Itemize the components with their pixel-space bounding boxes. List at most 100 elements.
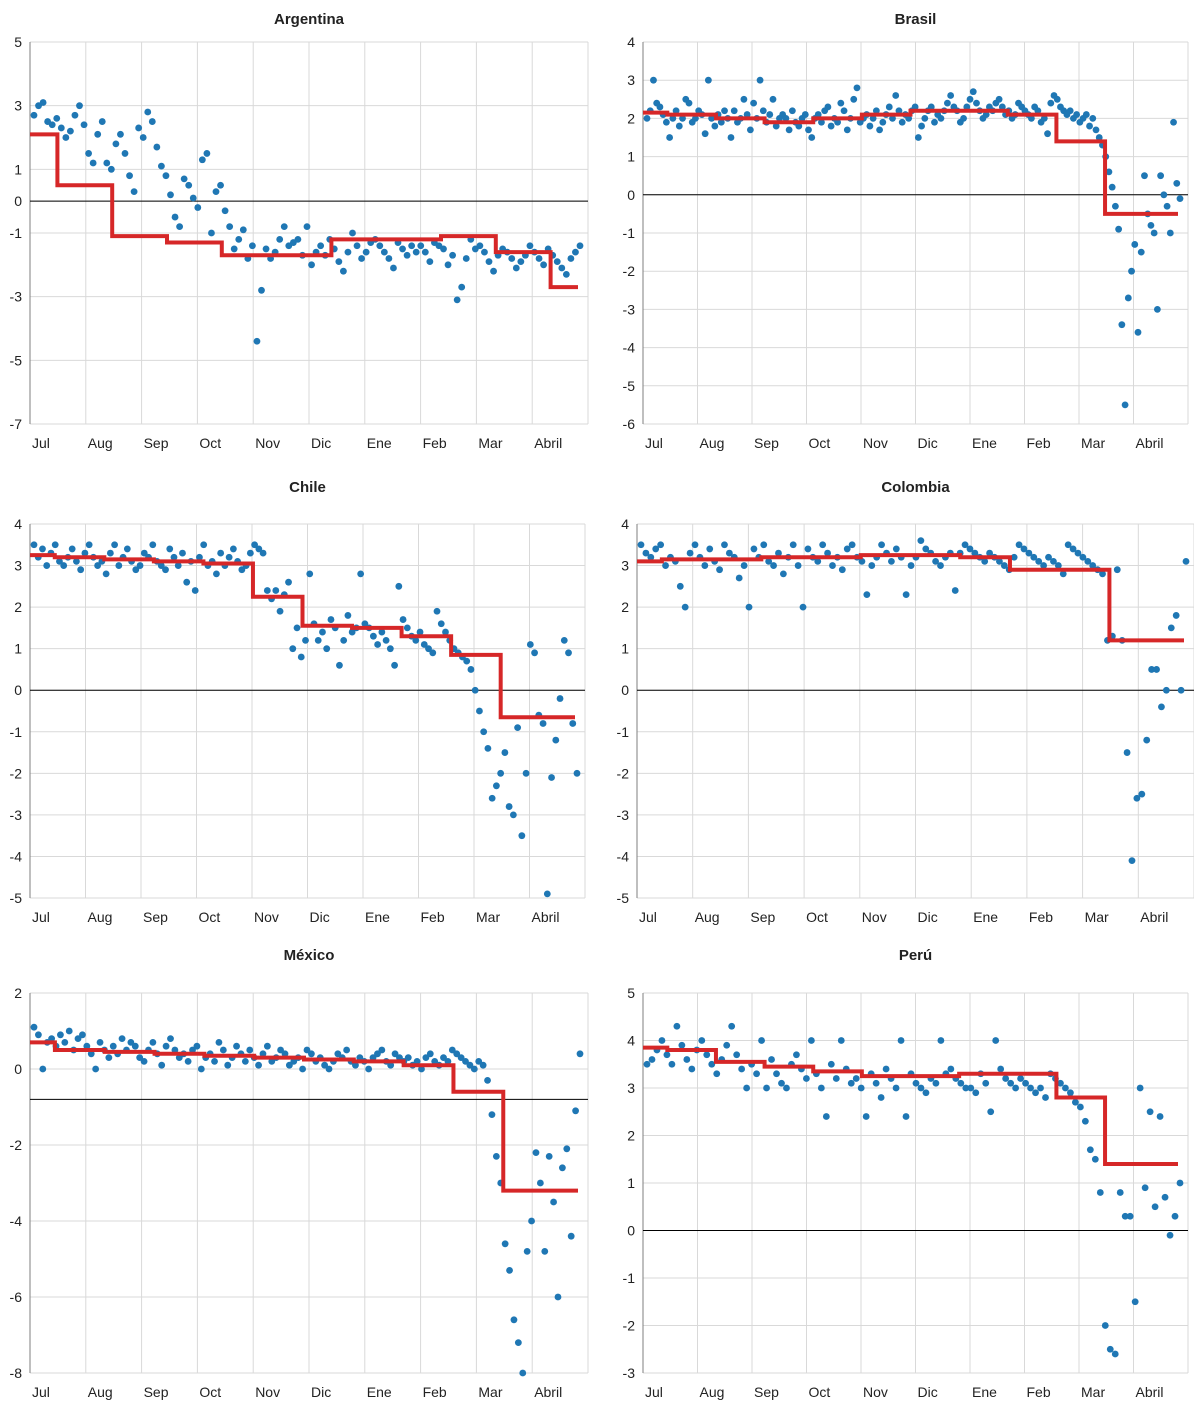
data-point — [306, 570, 314, 578]
data-point — [194, 204, 202, 211]
data-point — [518, 832, 526, 840]
data-point — [704, 76, 712, 84]
data-point — [76, 102, 83, 110]
x-tick-label: Nov — [255, 435, 280, 451]
data-point — [1161, 1193, 1169, 1201]
data-point — [462, 255, 470, 262]
data-point — [572, 248, 579, 256]
y-tick-label: -4 — [10, 1213, 23, 1229]
data-point — [408, 242, 416, 250]
data-point — [422, 1054, 430, 1061]
data-point — [1045, 553, 1052, 561]
data-point — [485, 258, 493, 266]
data-point — [302, 636, 309, 644]
data-point — [509, 811, 517, 819]
data-point — [348, 628, 356, 636]
data-point — [74, 1035, 82, 1042]
data-point — [1162, 686, 1170, 694]
data-point — [39, 99, 47, 106]
data-point — [259, 549, 267, 557]
y-tick-label: 3 — [627, 72, 635, 88]
data-point — [721, 541, 728, 549]
data-point — [673, 1022, 681, 1030]
x-tick-label: Mar — [476, 909, 500, 925]
step-line — [637, 553, 1184, 643]
data-point — [179, 549, 186, 557]
data-point — [1141, 172, 1148, 180]
data-point — [907, 562, 915, 569]
x-tick-label: Nov — [862, 909, 887, 925]
data-point — [135, 124, 143, 132]
data-point — [197, 1065, 205, 1073]
data-point — [403, 624, 411, 632]
data-point — [1134, 328, 1142, 336]
data-point — [869, 115, 877, 122]
x-tick-label: Oct — [806, 909, 828, 925]
y-tick-label: 2 — [14, 985, 22, 1001]
x-tick-label: Jul — [645, 1384, 663, 1400]
data-point — [807, 1037, 815, 1044]
data-point — [971, 549, 979, 557]
data-point — [897, 1037, 905, 1044]
x-tick-label: Sep — [750, 909, 775, 925]
data-point — [68, 545, 76, 553]
data-point — [1151, 1203, 1159, 1211]
y-tick-label: 4 — [621, 516, 629, 532]
data-point — [1121, 1212, 1129, 1220]
data-point — [140, 549, 148, 557]
data-point — [1059, 570, 1067, 578]
data-point — [1124, 294, 1132, 302]
data-point — [706, 545, 714, 553]
data-point — [470, 1065, 478, 1073]
chart-svg: México 2 0 -2 -4 -6 -8 Jul Aug Sep Oct Nov Dic Ene Feb… — [10, 947, 589, 1400]
data-point — [224, 1061, 232, 1069]
data-point — [962, 1084, 970, 1092]
y-tick-label: 1 — [621, 641, 629, 657]
data-point — [540, 261, 547, 269]
data-point — [1157, 172, 1165, 180]
data-point — [153, 143, 161, 151]
y-tick-label: -4 — [623, 340, 636, 356]
data-point — [1047, 99, 1055, 107]
data-point — [221, 207, 229, 215]
x-tick-label: Dic — [310, 909, 330, 925]
x-tick-label: Abril — [1136, 1384, 1164, 1400]
y-tick-label: 3 — [621, 558, 629, 574]
data-point — [526, 242, 534, 250]
data-point — [778, 1079, 785, 1087]
data-point — [83, 1042, 91, 1050]
data-point — [1148, 666, 1156, 673]
data-point — [951, 587, 959, 594]
x-tick-label: Feb — [421, 909, 445, 925]
data-point — [932, 558, 939, 565]
data-point — [552, 736, 560, 744]
data-point — [85, 150, 92, 157]
data-point — [215, 1039, 223, 1046]
data-point — [745, 603, 753, 611]
x-tick-label: Nov — [254, 909, 279, 925]
data-point — [541, 1248, 549, 1255]
data-point — [403, 251, 411, 259]
data-point — [679, 115, 686, 122]
y-tick-label: 3 — [627, 1080, 635, 1096]
y-tick-label: -5 — [10, 352, 23, 368]
data-point — [176, 223, 184, 231]
data-point — [81, 549, 89, 557]
data-point — [390, 264, 397, 272]
data-point — [837, 99, 845, 107]
data-point — [963, 103, 971, 111]
y-tick-label: -5 — [617, 890, 630, 906]
data-point — [189, 194, 197, 202]
x-tick-label: Feb — [423, 1384, 447, 1400]
data-point — [30, 1023, 38, 1031]
data-point — [912, 1079, 920, 1087]
data-point — [35, 1031, 42, 1039]
data-point — [484, 1077, 491, 1084]
data-point — [1015, 541, 1023, 549]
data-point — [708, 1060, 716, 1068]
data-point — [937, 562, 944, 569]
data-point — [253, 337, 261, 345]
data-point — [297, 653, 305, 661]
data-point — [343, 1046, 351, 1054]
data-point — [262, 245, 270, 253]
